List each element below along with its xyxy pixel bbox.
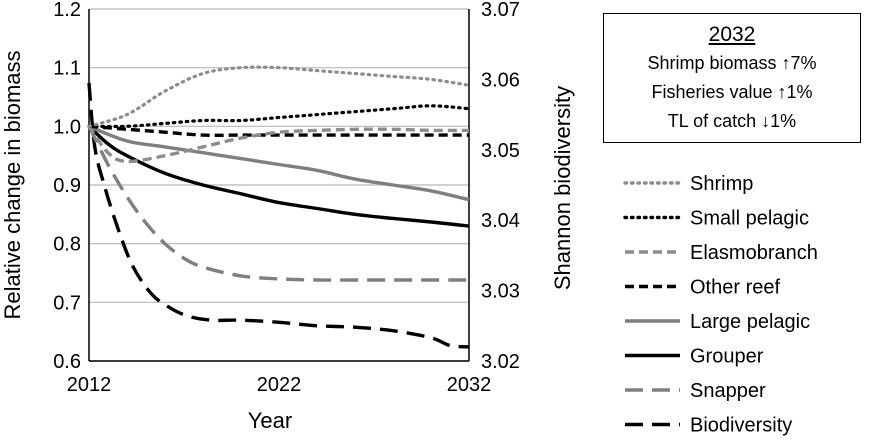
series-line-other-reef	[88, 124, 469, 138]
summary-line-tl: TL of catch ↓1%	[667, 111, 797, 131]
y-axis-title: Relative change in biomass	[0, 50, 25, 319]
series-line-grouper	[87, 125, 470, 228]
legend-label: Elasmobranch	[690, 242, 818, 264]
summary-line-shrimp: Shrimp biomass ↑7%	[647, 53, 817, 73]
series-line-elasmobranch	[87, 125, 470, 164]
y-tick-label: 0.7	[53, 292, 81, 314]
y2-axis-title: Shannon biodiversity	[550, 86, 575, 290]
series-line-shrimp	[87, 65, 471, 128]
x-tick-label: 2012	[67, 374, 112, 396]
legend-label: Large pelagic	[690, 311, 810, 333]
y2-tick-label: 3.06	[481, 69, 520, 91]
series-line-small-pelagic	[87, 104, 471, 129]
y-tick-label: 1.0	[53, 116, 81, 138]
summary-line-fisheries: Fisheries value ↑1%	[651, 82, 813, 102]
legend-label: Shrimp	[690, 173, 753, 195]
summary-box-title: 2032	[708, 23, 756, 46]
y2-tick-label: 3.07	[481, 0, 520, 21]
y-tick-label: 0.9	[53, 175, 81, 197]
legend-label: Other reef	[690, 277, 780, 299]
y-tick-label: 1.1	[53, 58, 81, 80]
legend-label: Small pelagic	[690, 208, 809, 230]
y2-tick-label: 3.03	[481, 281, 520, 303]
y-tick-label: 0.8	[53, 234, 81, 256]
axes	[88, 9, 470, 362]
y-tick-label: 1.2	[53, 0, 81, 21]
series-lines	[87, 65, 471, 349]
x-tick-label: 2032	[447, 374, 492, 396]
x-tick-label: 2022	[257, 374, 302, 396]
y2-tick-label: 3.04	[481, 210, 520, 232]
x-axis-title: Year	[248, 408, 292, 433]
legend-label: Snapper	[690, 380, 766, 402]
y2-tick-label: 3.05	[481, 140, 520, 162]
summary-box: 2032 Shrimp biomass ↑7% Fisheries value …	[603, 13, 861, 143]
series-line-large-pelagic	[88, 124, 470, 202]
y-tick-label: 0.6	[53, 351, 81, 373]
gridlines	[89, 8, 469, 362]
y2-tick-label: 3.02	[481, 351, 520, 373]
tick-labels: 0.6 0.7 0.8 0.9 1.0 1.1 1.2 3.02 3.03 3.04 3.05 3.0…	[53, 0, 520, 396]
series-line-snapper	[87, 125, 469, 282]
series-line-biodiversity	[87, 82, 470, 349]
legend-label: Biodiversity	[690, 415, 792, 437]
legend-label: Grouper	[690, 346, 764, 368]
legend: Shrimp Small pelagic Elasmobranch Other ree…	[623, 173, 818, 437]
